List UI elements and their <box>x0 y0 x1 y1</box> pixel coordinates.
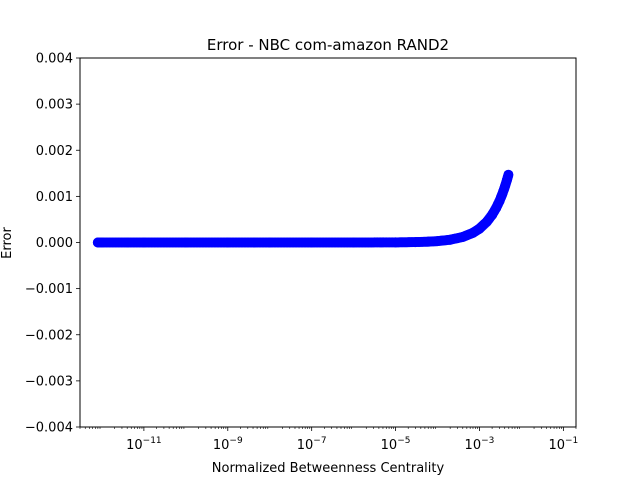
scatter-point <box>503 169 514 180</box>
scatter-point <box>96 237 107 248</box>
scatter-point <box>264 237 275 248</box>
scatter-point <box>348 237 359 248</box>
scatter-point <box>410 237 421 248</box>
y-tick-label: 0.002 <box>36 144 73 159</box>
y-tick-label: 0.001 <box>36 190 73 205</box>
y-tick-label: 0.000 <box>36 236 73 251</box>
y-tick-label: 0.003 <box>36 98 73 113</box>
scatter-point <box>445 234 456 245</box>
y-tick-label: −0.004 <box>25 421 73 436</box>
y-tick-label: 0.004 <box>36 52 73 67</box>
y-tick-label: −0.002 <box>25 328 73 343</box>
x-tick-label: 10−9 <box>213 436 243 453</box>
scatter-point <box>138 237 149 248</box>
scatter-point <box>222 237 233 248</box>
scatter-point <box>306 237 317 248</box>
y-tick-label: −0.001 <box>25 282 73 297</box>
scatter-point <box>180 237 191 248</box>
scatter-point <box>390 237 401 248</box>
plot-area <box>92 169 514 248</box>
x-axis: 10−11 10−9 10−7 10−5 10−3 10−1 <box>79 427 578 453</box>
x-tick-label: 10−5 <box>381 436 411 453</box>
x-tick-label: 10−7 <box>297 436 327 453</box>
x-tick-label: 10−3 <box>465 436 495 453</box>
x-axis-label: Normalized Betweenness Centrality <box>212 461 445 476</box>
scatter-point <box>474 223 485 234</box>
scatter-point <box>423 236 434 247</box>
x-tick-label: 10−1 <box>548 436 578 453</box>
y-axis: 0.004 0.003 0.002 0.001 0.000 −0.001 −0.002 −0.… <box>25 52 80 436</box>
chart-title: Error - NBC com-amazon RAND2 <box>207 36 449 54</box>
scatter-point <box>481 216 492 227</box>
scatter-point <box>432 236 443 247</box>
y-axis-label: Error <box>0 227 15 259</box>
y-tick-label: −0.003 <box>25 374 73 389</box>
x-tick-label: 10−11 <box>126 436 162 453</box>
scatter-point <box>457 231 468 242</box>
